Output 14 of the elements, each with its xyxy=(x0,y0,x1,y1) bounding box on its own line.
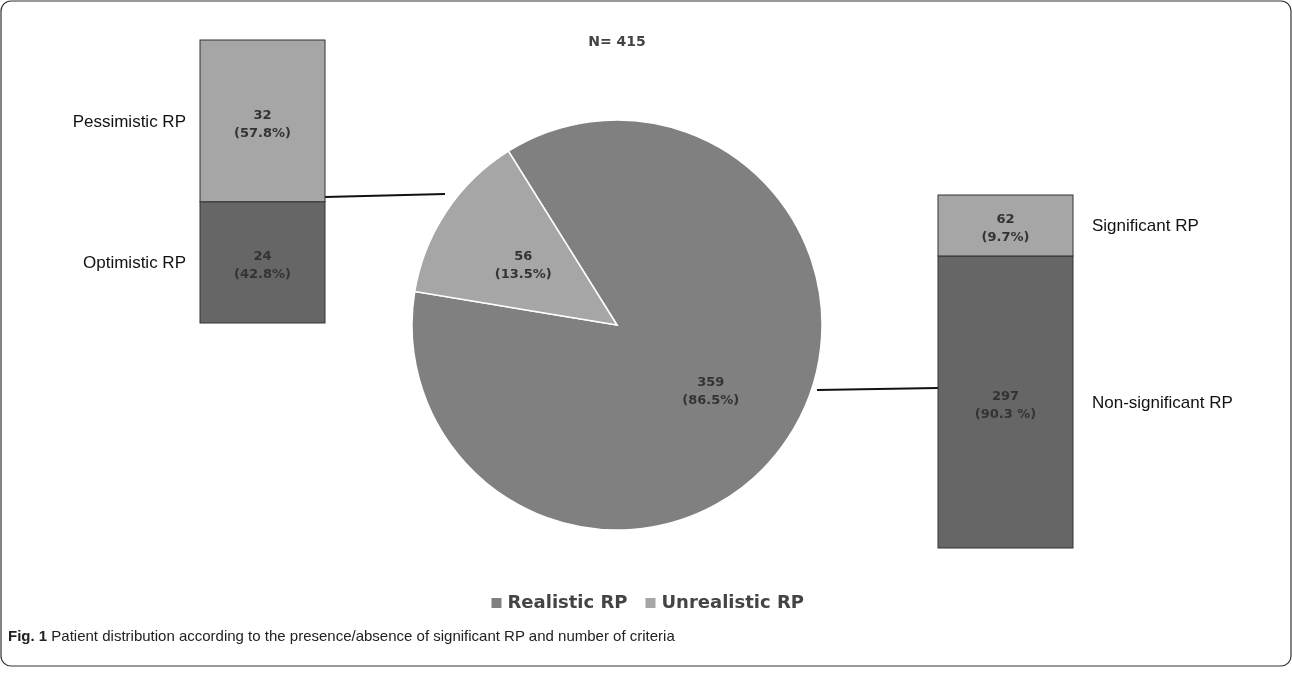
data-label: 56 (13.5%) xyxy=(494,248,552,282)
data-label: 62 (9.7%) xyxy=(981,211,1030,245)
pie-slice xyxy=(411,119,823,531)
data-label: 32 (57.8%) xyxy=(234,106,291,140)
series-label: Non-significant RP xyxy=(1092,392,1233,412)
series-label: Optimistic RP xyxy=(83,253,186,273)
chart-title: N= 415 xyxy=(588,33,646,49)
data-label: 359 (86.5%) xyxy=(682,373,740,407)
caption: Fig. 1 Patient distribution according to the presence/absence of significant RP and number of criteria xyxy=(8,627,676,644)
series-label: Significant RP xyxy=(1092,216,1199,236)
legend-label: Unrealistic RP xyxy=(661,591,804,612)
pie-slice xyxy=(414,150,618,326)
series-label: Pessimistic RP xyxy=(72,111,186,131)
legend-label: Realistic RP xyxy=(507,591,628,612)
